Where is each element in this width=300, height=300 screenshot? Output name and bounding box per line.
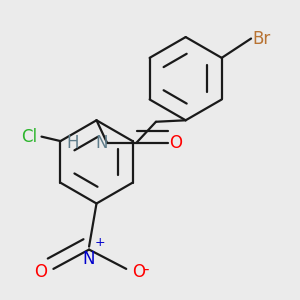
- Text: H: H: [66, 134, 79, 152]
- Text: +: +: [95, 236, 106, 249]
- Text: O: O: [169, 134, 182, 152]
- Text: Cl: Cl: [21, 128, 37, 146]
- Text: Br: Br: [253, 29, 271, 47]
- Text: O: O: [132, 263, 145, 281]
- Text: -: -: [144, 261, 149, 276]
- Text: N: N: [95, 134, 107, 152]
- Text: O: O: [34, 263, 47, 281]
- Text: N: N: [83, 250, 95, 268]
